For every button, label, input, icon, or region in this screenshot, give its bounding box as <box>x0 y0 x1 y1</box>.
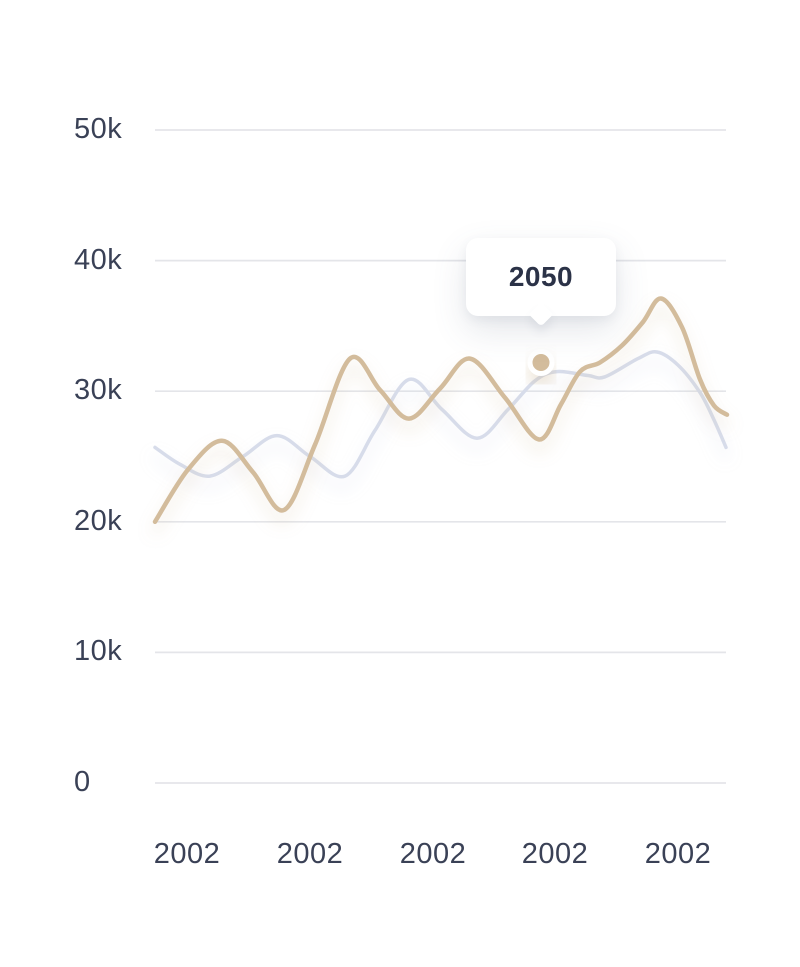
x-tick-label: 2002 <box>521 838 589 870</box>
x-tick-label: 2002 <box>153 838 221 870</box>
y-tick-label: 50k <box>74 112 123 145</box>
tooltip: 2050 <box>466 238 616 327</box>
x-tick-label: 2002 <box>276 838 344 870</box>
selected-point-marker[interactable] <box>527 349 555 376</box>
y-tick-label: 30k <box>74 374 123 407</box>
x-tick-label: 2002 <box>399 838 467 870</box>
y-tick-label: 20k <box>74 504 123 537</box>
secondary-blue-line[interactable] <box>153 350 728 479</box>
y-tick-label: 0 <box>74 765 91 798</box>
primary-tan-line[interactable] <box>152 296 730 525</box>
y-tick-label: 40k <box>74 243 123 276</box>
y-tick-label: 10k <box>74 635 123 668</box>
x-tick-label: 2002 <box>644 838 712 870</box>
tooltip-label: 2050 <box>508 261 574 292</box>
